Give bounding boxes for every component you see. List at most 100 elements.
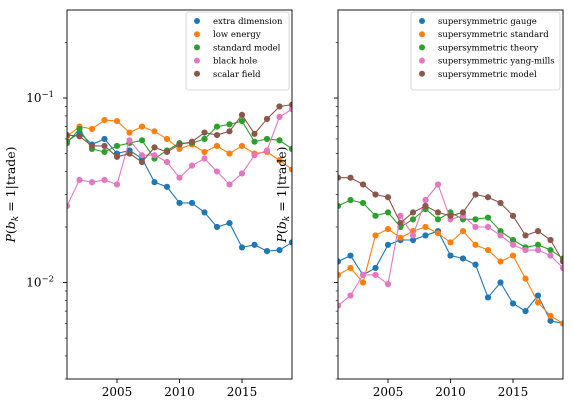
series-scalar-field (67, 101, 292, 166)
data-point (213, 123, 221, 130)
data-point (138, 123, 146, 130)
data-point (276, 103, 283, 110)
data-point (176, 145, 183, 152)
data-point (484, 246, 492, 254)
data-point (213, 168, 221, 175)
data-point (397, 212, 404, 219)
data-point (201, 129, 208, 136)
x-tick-label: 2005 (102, 385, 133, 399)
data-point (534, 228, 542, 235)
data-point (151, 179, 158, 186)
data-point (101, 135, 108, 143)
data-point (459, 255, 467, 262)
series-black-hole (67, 106, 292, 210)
data-point (67, 139, 71, 147)
data-point (359, 271, 367, 278)
data-point (338, 302, 342, 309)
data-point (534, 292, 542, 299)
data-point (76, 133, 83, 140)
legend-marker (194, 44, 200, 51)
data-point (263, 147, 271, 154)
data-point (372, 271, 379, 278)
data-point (263, 115, 271, 123)
data-point (101, 116, 108, 124)
data-point (447, 212, 454, 219)
legend-marker (419, 44, 425, 51)
data-point (447, 239, 454, 246)
chart-panel-1: 2005 2010 2015 10−1 10−2 P(bk = 1|trade) extra… (3, 9, 293, 399)
data-point (113, 153, 121, 160)
plot-area (338, 174, 563, 327)
data-point (359, 279, 367, 286)
data-point (176, 174, 183, 181)
data-point (226, 121, 233, 128)
data-point (151, 128, 158, 135)
data-point (497, 199, 504, 207)
data-point (434, 230, 442, 237)
data-point (238, 117, 246, 125)
data-point (359, 181, 367, 188)
data-point (472, 223, 479, 231)
series-supersymmetric-standard (338, 223, 563, 327)
data-point (384, 225, 392, 233)
data-point (151, 144, 158, 151)
data-point (88, 125, 96, 133)
data-point (547, 246, 554, 254)
legend-label: scalar field (213, 70, 261, 80)
data-point (101, 142, 108, 150)
data-point (459, 209, 467, 216)
data-point (472, 261, 479, 268)
legend-marker (194, 70, 200, 77)
data-point (138, 137, 146, 144)
x-tick-label: 2015 (498, 385, 529, 399)
data-point (163, 148, 171, 156)
data-point (101, 176, 108, 183)
legend-item: supersymmetric yang-mills (419, 57, 555, 67)
data-point (472, 216, 479, 223)
legend-label: supersymmetric theory (438, 43, 538, 53)
data-point (213, 131, 221, 139)
data-point (497, 228, 504, 235)
data-point (534, 299, 542, 306)
legend-label: extra dimension (213, 17, 283, 27)
legend-label: black hole (213, 57, 257, 67)
data-point (76, 125, 83, 133)
data-point (347, 252, 354, 259)
data-point (409, 209, 417, 216)
data-point (338, 258, 342, 265)
data-point (113, 117, 121, 125)
data-point (372, 212, 379, 219)
data-point (384, 241, 392, 248)
x-tick-label: 2010 (164, 385, 195, 399)
data-point (213, 142, 221, 150)
legend-box (185, 11, 290, 91)
data-point (226, 181, 233, 188)
legend-item: supersymmetric standard (419, 30, 549, 40)
legend-marker (194, 57, 200, 64)
data-point (347, 292, 354, 299)
data-point (472, 191, 479, 198)
data-point (201, 148, 208, 156)
data-point (188, 162, 196, 169)
data-point (559, 264, 563, 272)
data-point (238, 111, 246, 119)
x-tick-label: 2010 (435, 385, 466, 399)
data-point (547, 312, 554, 319)
legend: supersymmetric gauge supersymmetric stand… (410, 11, 561, 91)
data-point (188, 138, 196, 145)
legend-box (410, 11, 561, 91)
data-point (484, 214, 492, 221)
data-point (484, 194, 492, 201)
data-point (88, 179, 96, 186)
data-point (434, 216, 442, 223)
data-point (484, 294, 492, 301)
data-point (347, 174, 354, 181)
data-point (67, 202, 71, 210)
data-point (547, 317, 554, 324)
data-point (422, 196, 429, 204)
data-point (238, 170, 246, 177)
legend-item: black hole (194, 57, 257, 67)
data-point (251, 241, 258, 248)
data-point (459, 228, 467, 235)
data-point (409, 236, 417, 244)
